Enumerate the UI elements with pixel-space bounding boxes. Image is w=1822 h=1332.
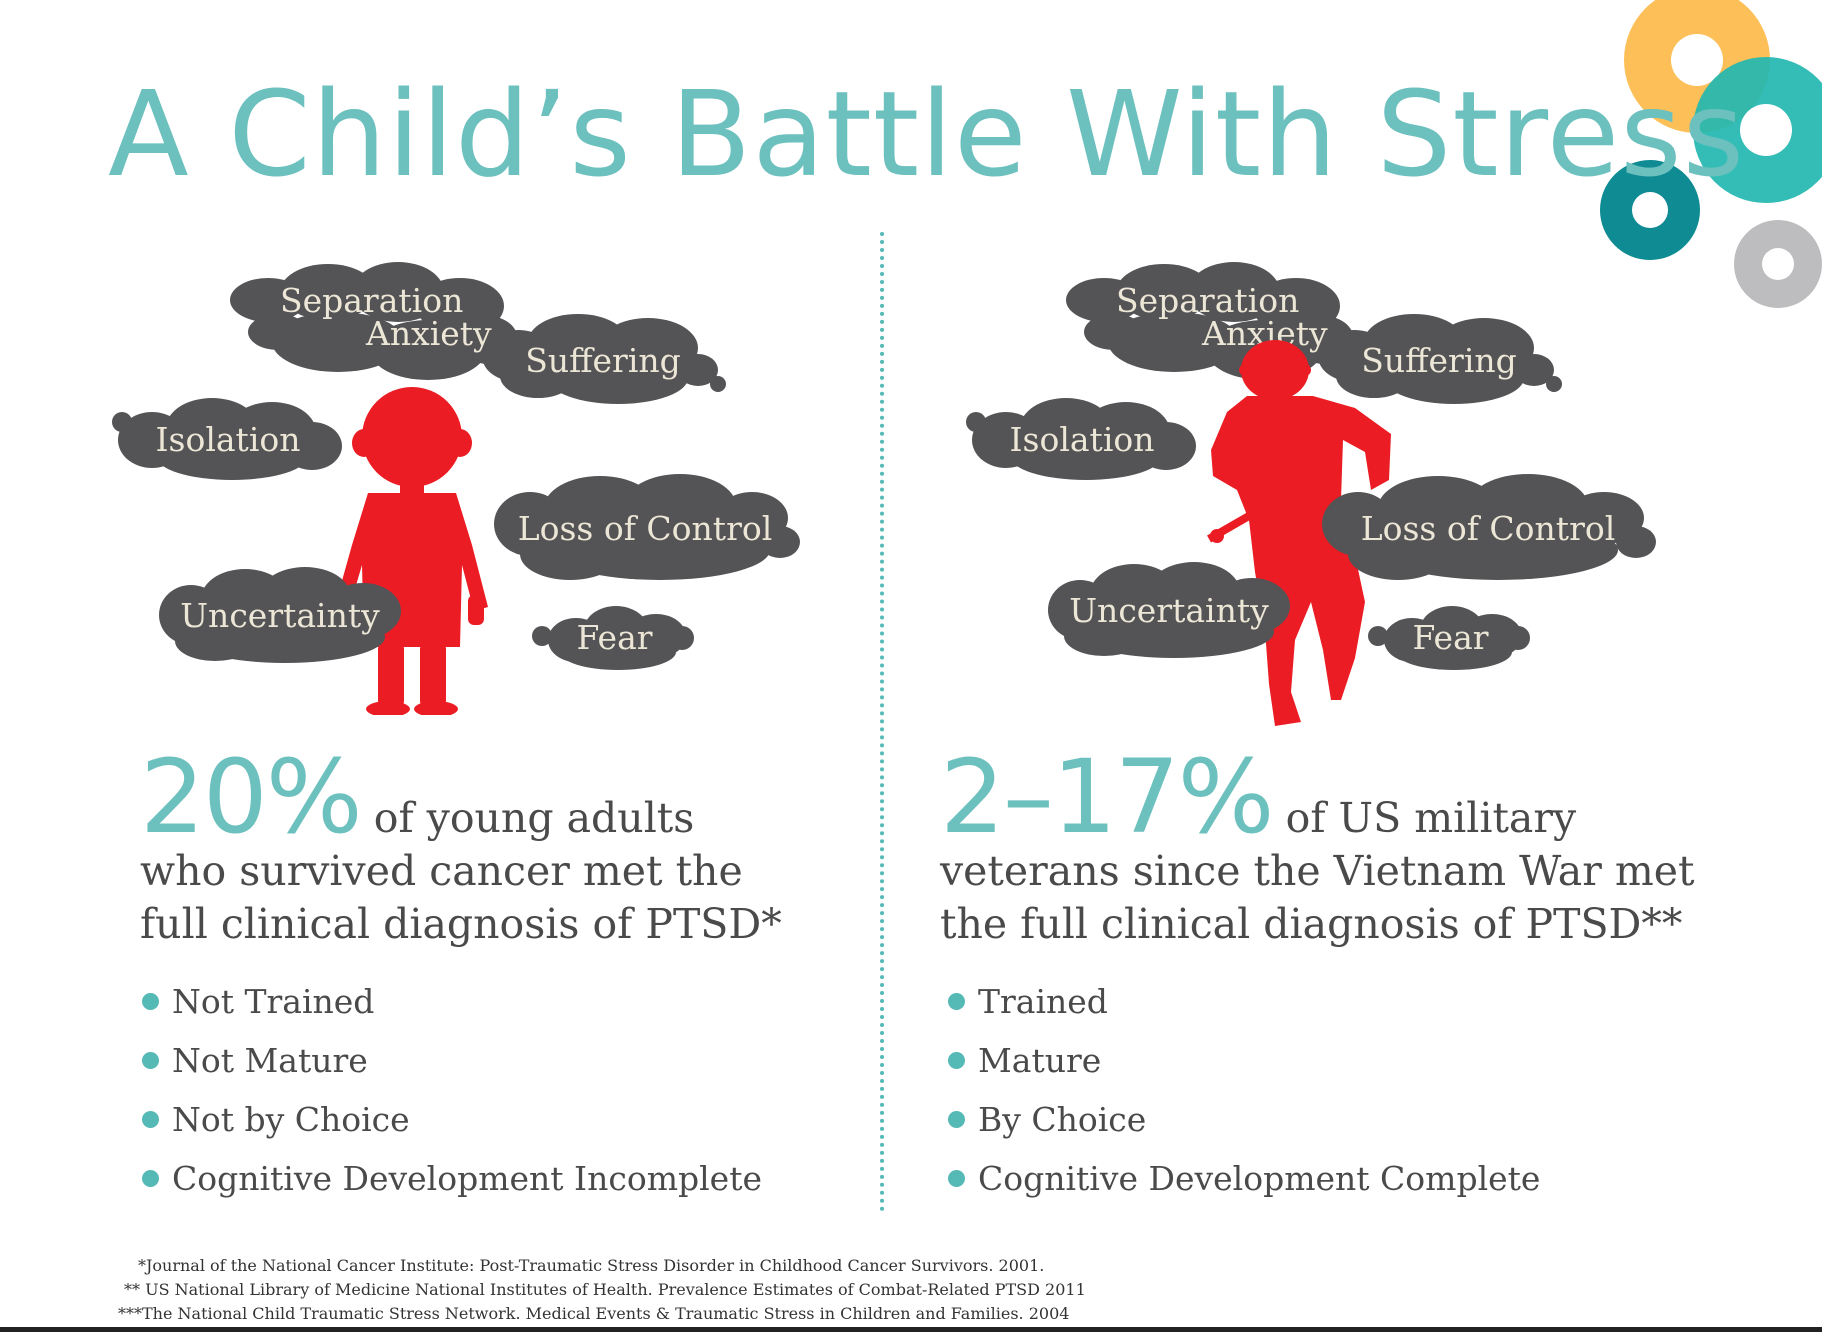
list-item-label: Not by Choice [172,1100,410,1139]
left-stat-line2: who survived cancer met the [140,847,743,895]
center-divider [880,232,884,1212]
cloud-loss-of-control: Loss of Control [490,472,800,584]
cloud-label-loss-of-control: Loss of Control [1360,508,1616,548]
list-item: Not Mature [142,1044,762,1103]
cloud-shape [1318,314,1562,404]
cloud-label-loss-of-control: Loss of Control [517,508,773,548]
cloud-shape [532,606,694,670]
left-stat-line3: full clinical diagnosis of PTSD* [140,900,782,948]
cloud-shape [494,474,800,580]
cloud-uncertainty: Uncertainty [155,565,405,665]
cloud-label-uncertainty: Uncertainty [1069,590,1269,630]
list-item-label: Cognitive Development Incomplete [172,1159,762,1198]
right-stat-value: 2–17% [940,738,1275,857]
cloud-shape [482,314,726,404]
cloud-label-uncertainty: Uncertainty [180,595,380,635]
footnote: *Journal of the National Cancer Institut… [138,1256,1045,1275]
bullet-dot-icon [948,1170,965,1187]
list-item-label: Mature [978,1041,1102,1080]
right-stat-line1: of US military [1285,794,1577,842]
cloud-isolation: Isolation [966,394,1198,484]
cloud-label-separation: Separation [1116,281,1300,320]
right-stat-line3: the full clinical diagnosis of PTSD** [940,900,1683,948]
list-item-label: Not Trained [172,982,375,1021]
cloud-shape [1048,562,1290,658]
right-stat: 2–17% of US military veterans since the … [940,747,1695,951]
list-item: Mature [948,1044,1540,1103]
soldier-silhouette-icon [1207,340,1391,726]
left-bullet-list: Not Trained Not Mature Not by Choice Cog… [142,985,762,1221]
list-item: Not by Choice [142,1103,762,1162]
list-item: Not Trained [142,985,762,1044]
cloud-shape [1368,606,1530,670]
decorative-rings-icon [1600,0,1822,308]
cloud-shape [966,398,1196,480]
cloud-isolation: Isolation [112,394,344,484]
left-stat-value: 20% [140,738,363,857]
page-title: A Child’s Battle With Stress [108,65,1746,203]
bullet-dot-icon [948,1052,965,1069]
cloud-shape [230,262,518,380]
list-item-label: By Choice [978,1100,1147,1139]
bullet-dot-icon [948,1111,965,1128]
footnotes: *Journal of the National Cancer Institut… [100,1254,1100,1326]
cloud-label-isolation: Isolation [155,419,301,459]
cloud-label-suffering: Suffering [525,340,681,380]
child-silhouette-icon [338,387,488,715]
bullet-dot-icon [142,993,159,1010]
cloud-label-separation: Separation [280,281,464,320]
bullet-dot-icon [142,1170,159,1187]
left-stat-line1: of young adults [373,794,695,842]
list-item-label: Not Mature [172,1041,368,1080]
footnote: ***The National Child Traumatic Stress N… [118,1304,1070,1323]
bullet-dot-icon [948,993,965,1010]
cloud-fear: Fear [1368,602,1533,672]
cloud-label-fear: Fear [1412,617,1489,657]
cloud-loss-of-control: Loss of Control [1318,472,1658,584]
left-stat: 20% of young adults who survived cancer … [140,747,782,951]
cloud-label-fear: Fear [576,617,653,657]
cloud-label-isolation: Isolation [1009,419,1155,459]
cloud-suffering: Suffering [478,312,728,408]
cloud-uncertainty: Uncertainty [1044,560,1294,660]
cloud-separation-anxiety: Separation Anxiety [228,262,518,388]
list-item: Cognitive Development Complete [948,1162,1540,1221]
cloud-suffering: Suffering [1314,312,1564,408]
bottom-rule [0,1327,1822,1332]
list-item-label: Cognitive Development Complete [978,1159,1541,1198]
bullet-dot-icon [142,1052,159,1069]
right-bullet-list: Trained Mature By Choice Cognitive Devel… [948,985,1540,1221]
list-item: Cognitive Development Incomplete [142,1162,762,1221]
footnote: ** US National Library of Medicine Natio… [124,1280,1086,1299]
right-stat-line2: veterans since the Vietnam War met [940,847,1695,895]
cloud-label-anxiety: Anxiety [366,314,492,353]
cloud-label-suffering: Suffering [1361,340,1517,380]
bullet-dot-icon [142,1111,159,1128]
list-item-label: Trained [978,982,1108,1021]
cloud-fear: Fear [532,602,697,672]
cloud-shape [112,398,342,480]
cloud-shape [159,567,401,663]
list-item: By Choice [948,1103,1540,1162]
cloud-shape [1322,474,1656,580]
list-item: Trained [948,985,1540,1044]
